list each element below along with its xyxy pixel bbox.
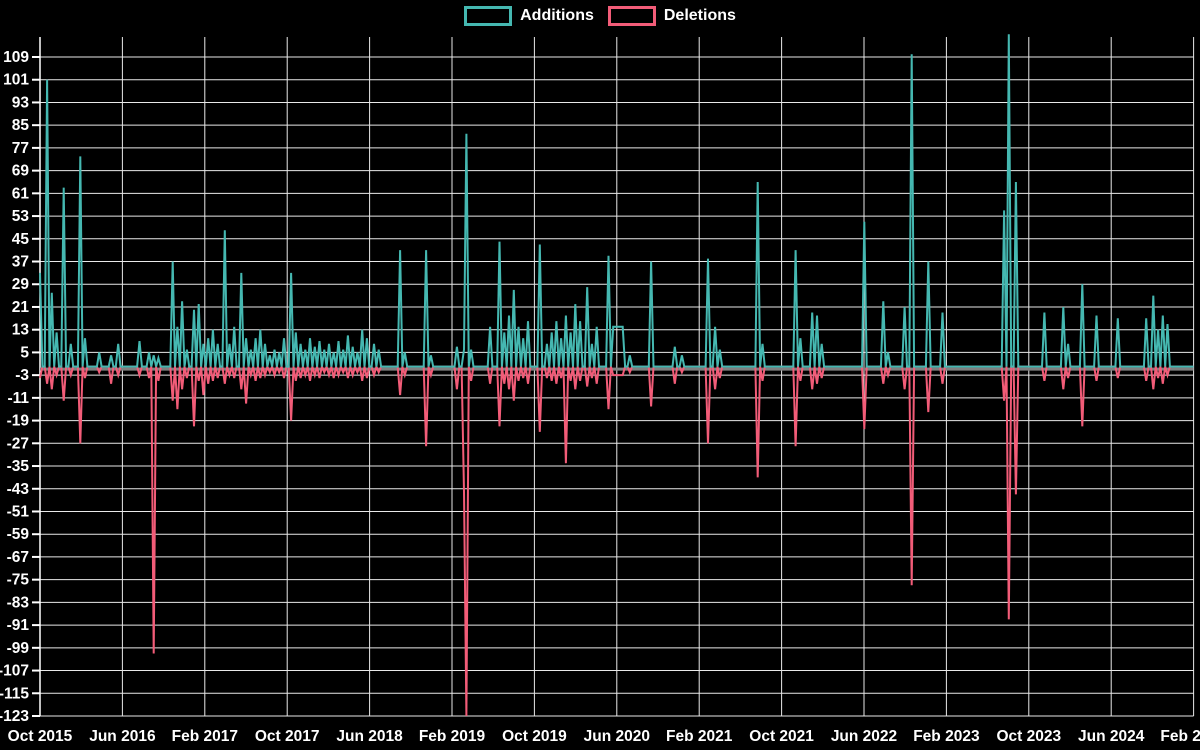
x-axis-tick-label: Oct 2017: [255, 728, 320, 745]
y-axis-tick-label: 69: [12, 163, 30, 180]
y-axis-tick-label: -19: [7, 413, 30, 430]
y-axis-tick-label: 101: [3, 72, 29, 89]
y-axis-tick-label: 21: [12, 299, 30, 316]
legend-item-deletions: Deletions: [607, 6, 736, 26]
y-axis-tick-label: -115: [0, 685, 29, 702]
deletions-legend-label: Deletions: [663, 7, 736, 24]
x-axis-tick-label: Jun 2016: [89, 728, 156, 745]
additions-series-line: [39, 34, 1194, 368]
y-axis-tick-label: 61: [12, 185, 30, 202]
y-axis-tick-label: 77: [12, 140, 29, 157]
y-axis-tick-label: -27: [7, 435, 29, 452]
y-axis-tick-label: -43: [7, 481, 30, 498]
y-axis-tick-label: 45: [12, 231, 30, 248]
x-axis-tick-label: Jun 2022: [831, 728, 897, 745]
y-axis-tick-label: 13: [12, 322, 30, 339]
x-axis-tick-label: Oct 2019: [502, 728, 567, 745]
y-axis-tick-label: -3: [15, 367, 29, 384]
chart-legend: Additions Deletions: [0, 6, 1200, 26]
y-axis-tick-label: -83: [7, 594, 30, 611]
y-axis-tick-label: 93: [12, 94, 30, 111]
x-axis-tick-label: Oct 2021: [749, 728, 814, 745]
x-axis-tick-label: Feb 2023: [913, 728, 980, 745]
y-axis-tick-label: 37: [12, 254, 29, 271]
legend-item-additions: Additions: [464, 6, 594, 26]
y-axis-tick-label: -91: [7, 617, 30, 634]
y-axis-tick-label: 109: [3, 49, 29, 66]
y-axis-tick-label: -59: [7, 526, 30, 543]
y-axis-tick-label: -51: [7, 503, 30, 520]
y-axis-tick-label: -75: [7, 572, 30, 589]
x-axis-tick-label: Jun 2018: [336, 728, 403, 745]
x-axis-tick-label: Feb 2021: [666, 728, 733, 745]
y-axis-tick-label: -99: [7, 640, 30, 657]
y-axis-tick-label: 29: [12, 276, 30, 293]
x-axis-tick-label: Feb 2025: [1160, 728, 1200, 745]
y-axis-tick-label: 53: [12, 208, 30, 225]
y-axis-tick-label: -35: [7, 458, 30, 475]
x-axis-tick-label: Jun 2024: [1078, 728, 1145, 745]
y-axis-tick-label: 85: [12, 117, 30, 134]
x-axis-tick-label: Oct 2015: [8, 728, 73, 745]
additions-legend-label: Additions: [520, 7, 594, 24]
y-axis-tick-label: -107: [0, 663, 29, 680]
additions-swatch-icon: [464, 6, 513, 26]
y-axis-tick-label: -11: [7, 390, 29, 407]
x-axis-tick-label: Jun 2020: [584, 728, 650, 745]
y-axis-tick-label: -123: [0, 708, 29, 725]
x-axis-tick-label: Oct 2023: [996, 728, 1061, 745]
y-axis-tick-label: -67: [7, 549, 29, 566]
y-axis-tick-label: 5: [20, 344, 29, 361]
x-axis-tick-label: Feb 2019: [419, 728, 486, 745]
deletions-swatch-icon: [607, 6, 656, 26]
x-axis-tick-label: Feb 2017: [172, 728, 238, 745]
